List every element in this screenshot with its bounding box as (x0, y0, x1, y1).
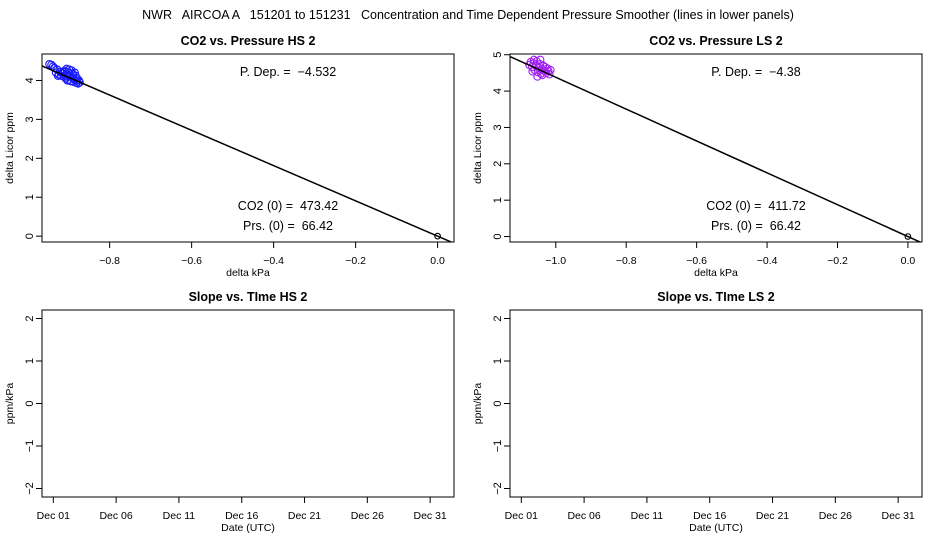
origin-point (904, 233, 912, 240)
plot-frame (41, 53, 455, 243)
y-tick-label: 2 (24, 315, 36, 321)
y-tick-label: 0 (24, 233, 36, 239)
y-tick-label: 0 (492, 233, 504, 239)
y-axis-label: ppm/kPa (472, 383, 484, 425)
data-point (536, 55, 545, 64)
x-tick-label: Dec 26 (351, 510, 384, 522)
y-tick-label: 3 (492, 124, 504, 130)
x-axis-label: Date (UTC) (221, 522, 275, 534)
x-tick-label: Dec 06 (99, 510, 132, 522)
panel-title: Slope vs. TIme LS 2 (657, 290, 774, 304)
x-tick-label: Dec 06 (567, 510, 600, 522)
y-tick-label: −2 (492, 482, 504, 495)
x-axis-label: delta kPa (226, 267, 270, 279)
x-tick-label: Dec 16 (693, 510, 726, 522)
panel-title: Slope vs. TIme HS 2 (189, 290, 308, 304)
panel-title: CO2 vs. Pressure LS 2 (649, 34, 782, 48)
x-axis-label: delta kPa (694, 267, 738, 279)
x-tick-label: −1.0 (545, 255, 566, 267)
x-axis-label: Date (UTC) (689, 522, 743, 534)
y-tick-label: 2 (492, 161, 504, 167)
data-point (546, 65, 555, 75)
panel-co2-vs-pressure-hs: CO2 vs. Pressure HS 2 0 1 2 3 4 −0.8 −0.6 −0.4 −0… (4, 34, 455, 279)
x-tick-label: −0.4 (757, 255, 778, 267)
data-point (528, 67, 537, 76)
co2-intercept-label: CO2 (0) = 411.72 (706, 199, 806, 213)
y-tick-label: 1 (492, 197, 504, 203)
y-axis-label: ppm/kPa (4, 383, 16, 425)
x-tick-label: Dec 01 (505, 510, 538, 522)
origin-point (434, 232, 441, 240)
x-tick-label: Dec 01 (37, 510, 70, 522)
x-tick-label: −0.4 (263, 255, 284, 267)
y-tick-label: 1 (24, 358, 36, 364)
y-tick-label: −1 (24, 440, 36, 453)
fit-line (510, 55, 922, 242)
panel-slope-vs-time-ls: Slope vs. TIme LS 2 −2 −1 0 1 2 Dec 01 Dec 06 De… (472, 290, 923, 534)
x-tick-label: −0.8 (99, 255, 120, 267)
x-tick-label: −0.2 (827, 255, 848, 267)
x-tick-label: Dec 16 (225, 510, 258, 522)
y-axis-label: delta Licor ppm (4, 112, 16, 184)
fit-line (42, 65, 454, 242)
data-point (529, 55, 539, 64)
y-tick-label: 2 (24, 155, 36, 161)
y-tick-label: −2 (24, 482, 36, 495)
y-axis-label: delta Licor ppm (472, 112, 484, 184)
x-tick-label: −0.6 (181, 255, 202, 267)
y-tick-label: 4 (24, 77, 36, 83)
x-tick-label: −0.2 (345, 255, 366, 267)
y-tick-label: 4 (492, 88, 504, 94)
y-tick-label: 0 (24, 400, 36, 406)
y-tick-label: 0 (492, 400, 504, 406)
x-tick-label: Dec 26 (819, 510, 852, 522)
plot-frame (509, 309, 923, 498)
data-layer (510, 55, 922, 242)
y-tick-label: 1 (492, 358, 504, 364)
panel-title: CO2 vs. Pressure HS 2 (181, 34, 316, 48)
x-tick-label: Dec 11 (631, 510, 664, 522)
x-tick-label: Dec 21 (288, 510, 321, 522)
data-layer (42, 59, 454, 242)
x-tick-label: Dec 31 (881, 510, 914, 522)
data-point (72, 76, 81, 85)
x-tick-label: Dec 21 (756, 510, 789, 522)
y-tick-label: 5 (492, 52, 504, 58)
data-point (533, 72, 542, 81)
plot-frame (41, 309, 455, 498)
pressure-dependence-label: P. Dep. = −4.532 (240, 65, 336, 79)
co2-intercept-label: CO2 (0) = 473.42 (238, 199, 338, 213)
x-tick-label: Dec 31 (413, 510, 446, 522)
figure-title: NWR AIRCOA A 151201 to 151231 Concentrat… (142, 8, 794, 22)
panel-slope-vs-time-hs: Slope vs. TIme HS 2 −2 −1 0 1 2 Dec 01 Dec 06 De… (4, 290, 455, 534)
x-tick-label: −0.6 (686, 255, 707, 267)
x-tick-label: −0.8 (616, 255, 637, 267)
panel-co2-vs-pressure-ls: CO2 vs. Pressure LS 2 0 1 2 3 4 5 −1.0 −0.8 −0.6 −… (472, 34, 923, 279)
y-tick-label: 3 (24, 116, 36, 122)
y-tick-label: 2 (492, 315, 504, 321)
x-tick-label: 0.0 (901, 255, 916, 267)
pressure-dependence-label: P. Dep. = −4.38 (711, 65, 800, 79)
data-point (66, 71, 75, 80)
x-tick-label: Dec 11 (163, 510, 196, 522)
pressure-intercept-label: Prs. (0) = 66.42 (711, 219, 801, 233)
y-tick-label: 1 (24, 194, 36, 200)
pressure-intercept-label: Prs. (0) = 66.42 (243, 219, 333, 233)
plot-frame (509, 53, 923, 243)
y-tick-label: −1 (492, 440, 504, 453)
x-tick-label: 0.0 (430, 255, 445, 267)
